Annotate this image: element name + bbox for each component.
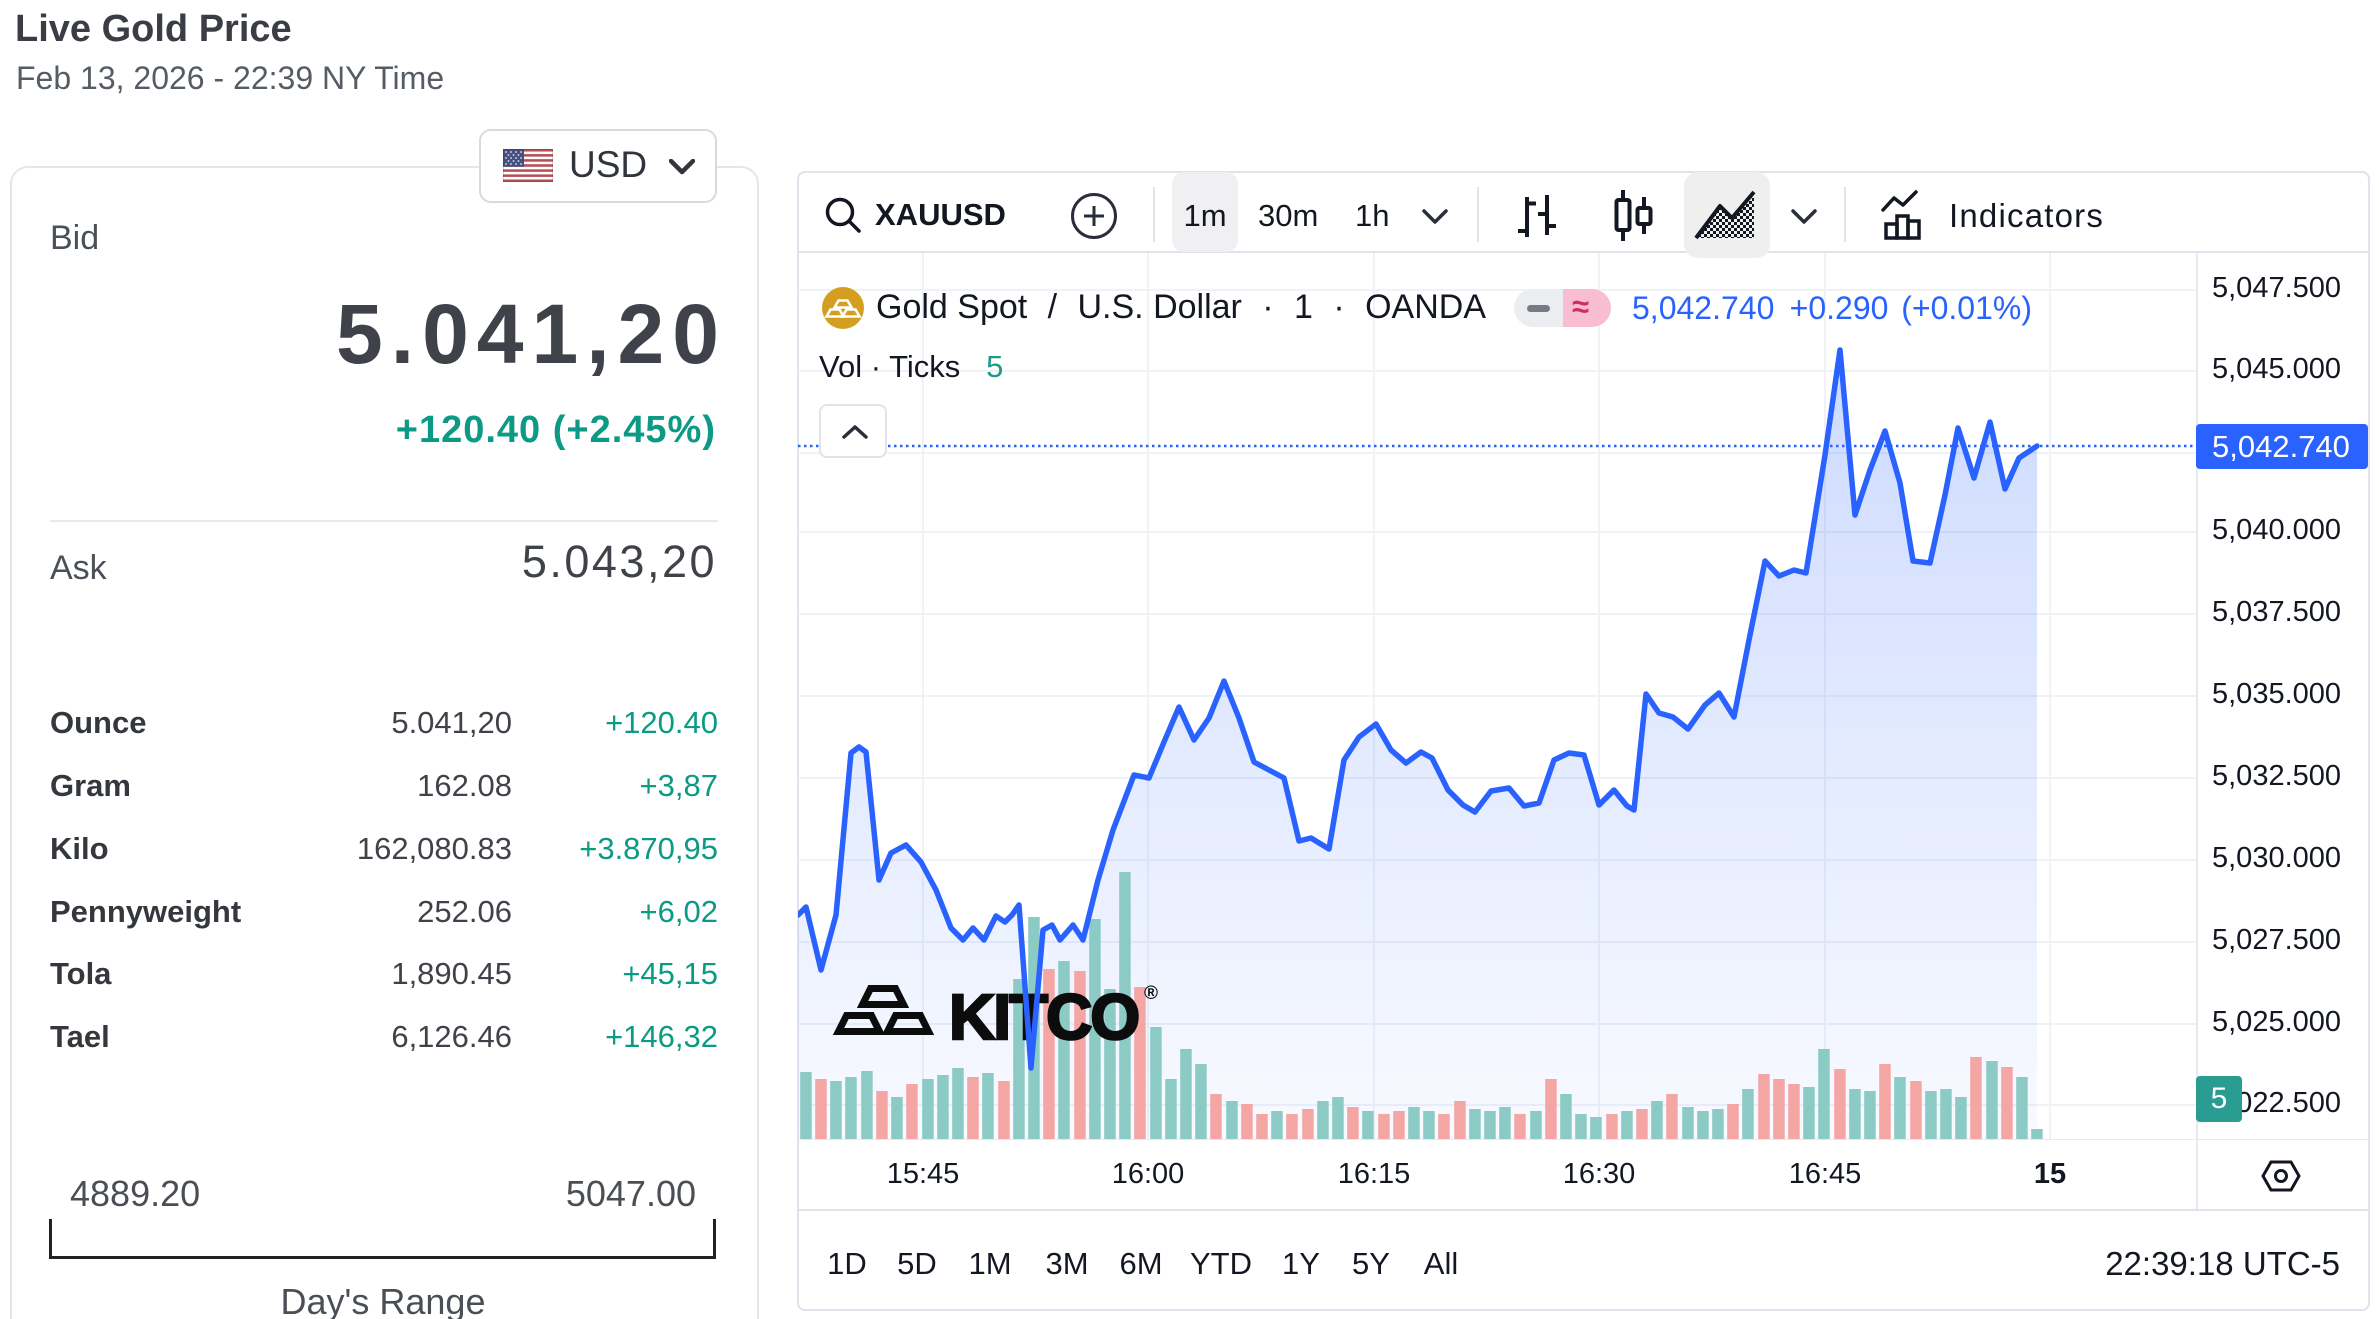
- svg-text:®: ®: [1144, 983, 1158, 1004]
- svg-text:KITCO: KITCO: [949, 981, 1138, 1053]
